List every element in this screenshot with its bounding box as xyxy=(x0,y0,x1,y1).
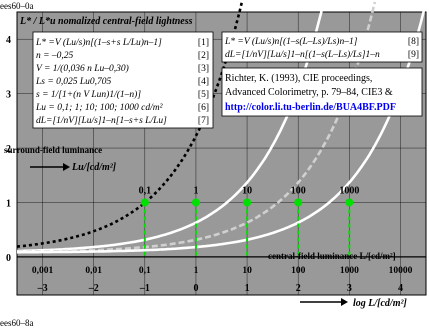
x-axis-arrow xyxy=(300,298,348,306)
marker-group: 0,1 1 10 100 1000 xyxy=(139,185,359,257)
lin-tick-label-3: 1 xyxy=(194,266,199,276)
formula-box-right: L* =V (Lu/s)n[(1–s(L–Ls)/Ls)n–1] [8] dL=[1… xyxy=(221,31,423,63)
formula-left-line-2: V = 1/(0,036 n Lu–0,30) xyxy=(36,63,129,74)
x-tick-label-0: –3 xyxy=(37,283,48,294)
marker-label-4: 1000 xyxy=(339,185,359,196)
formula-right-num-1: [9] xyxy=(408,50,419,60)
x-tick-label-2: –1 xyxy=(139,283,150,294)
marker-label-1: 1 xyxy=(193,185,198,196)
y-tick-label-1: 1 xyxy=(6,198,11,209)
marker-point-2 xyxy=(243,198,252,207)
surround-label: surround-field luminance Lu/[cd/m²] xyxy=(4,145,117,173)
reference-line-1: Richter, K. (1993), CIE proceedings, xyxy=(225,73,372,84)
x-tick-label-6: 3 xyxy=(347,283,352,294)
surround-unit-text: Lu/[cd/m²] xyxy=(71,162,117,173)
x-label-secondary: central-field luminance L/[cd/m²] xyxy=(268,251,396,261)
y-tick-label-0: 0 xyxy=(6,253,11,264)
formula-left-num-6: [7] xyxy=(198,116,209,126)
marker-point-0 xyxy=(140,198,149,207)
lin-tick-label-6: 1000 xyxy=(340,266,359,276)
lin-tick-label-0: 0,001 xyxy=(32,266,54,276)
lin-tick-label-7: 10000 xyxy=(389,266,413,276)
formula-left-line-4: s = 1/[1+(n V Lun)1/(1–n)] xyxy=(36,89,141,100)
formula-left-line-3: Ls = 0,025 Lu0,705 xyxy=(35,77,112,87)
reference-link[interactable]: http://color.li.tu-berlin.de/BUA4BF.PDF xyxy=(225,102,396,113)
x-axis-title: log L/[cd/m²] xyxy=(353,298,407,309)
y-tick-label-3: 3 xyxy=(6,90,11,101)
x-tick-label-7: 4 xyxy=(398,283,403,294)
x-tick-label-1: –2 xyxy=(88,283,99,294)
lin-tick-label-4: 10 xyxy=(242,266,252,276)
formula-left-line-0: L* =V (Lu/s)n[(1–s+s L/Lu)n–1] xyxy=(35,37,162,48)
curve-series-1 xyxy=(17,1,325,253)
x-tick-label-5: 2 xyxy=(296,283,301,294)
formula-left-num-5: [6] xyxy=(198,103,209,113)
lin-tick-label-1: 0,01 xyxy=(85,266,102,276)
marker-label-0: 0,1 xyxy=(139,185,152,196)
x-tick-label-4: 1 xyxy=(245,283,250,294)
formula-left-num-1: [2] xyxy=(198,51,209,61)
formula-left-line-5: Lu = 0,1; 1; 10; 100; 1000 cd/m² xyxy=(35,103,163,113)
x-tick-label-3: 0 xyxy=(193,283,198,294)
y-tick-label-4: 4 xyxy=(6,35,11,46)
formula-left-num-2: [3] xyxy=(198,64,209,74)
lin-tick-label-2: 0,1 xyxy=(139,266,151,276)
y-axis-title: L* / L*u nomalized central-field lightne… xyxy=(19,16,193,27)
reference-line-2: Advanced Colorimetry, p. 79–84, CIE3 & xyxy=(225,87,393,98)
formula-right-line-1: dL=[1/nV][Lu/s]1–n[(1–s(L–Ls)/Ls]1–n xyxy=(225,49,380,60)
surround-label-text: surround-field luminance xyxy=(4,145,102,155)
figure-code-top: ees60–0a xyxy=(0,1,34,11)
formula-right-num-0: [8] xyxy=(408,37,419,47)
marker-point-3 xyxy=(294,198,303,207)
lin-tick-label-5: 100 xyxy=(291,266,306,276)
formula-left-line-6: dL=[1/nV][Lu/s]1–n[1–s+s L/Lu] xyxy=(36,116,167,126)
y-title-text: L* / L*u nomalized central-field lightne… xyxy=(19,16,193,27)
marker-point-4 xyxy=(345,198,354,207)
marker-label-2: 10 xyxy=(242,185,252,196)
formula-left-num-0: [1] xyxy=(198,38,209,48)
formula-left-line-1: n = –0,25 xyxy=(36,51,74,61)
curve-series-3 xyxy=(17,1,428,254)
reference-box: Richter, K. (1993), CIE proceedings, Adv… xyxy=(221,67,423,117)
formula-right-line-0: L* =V (Lu/s)n[(1–s(L–Ls)/Ls)n–1] xyxy=(224,36,358,47)
marker-point-1 xyxy=(191,198,200,207)
formula-left-num-4: [5] xyxy=(198,90,209,100)
marker-label-3: 100 xyxy=(291,185,306,196)
figure-code-bottom: ees60–8a xyxy=(0,318,34,328)
y-tick-label-2: 2 xyxy=(6,144,11,155)
formula-box-left: L* =V (Lu/s)n[(1–s+s L/Lu)n–1] [1] n = –0,… xyxy=(32,31,214,129)
formula-left-num-3: [4] xyxy=(198,77,209,87)
